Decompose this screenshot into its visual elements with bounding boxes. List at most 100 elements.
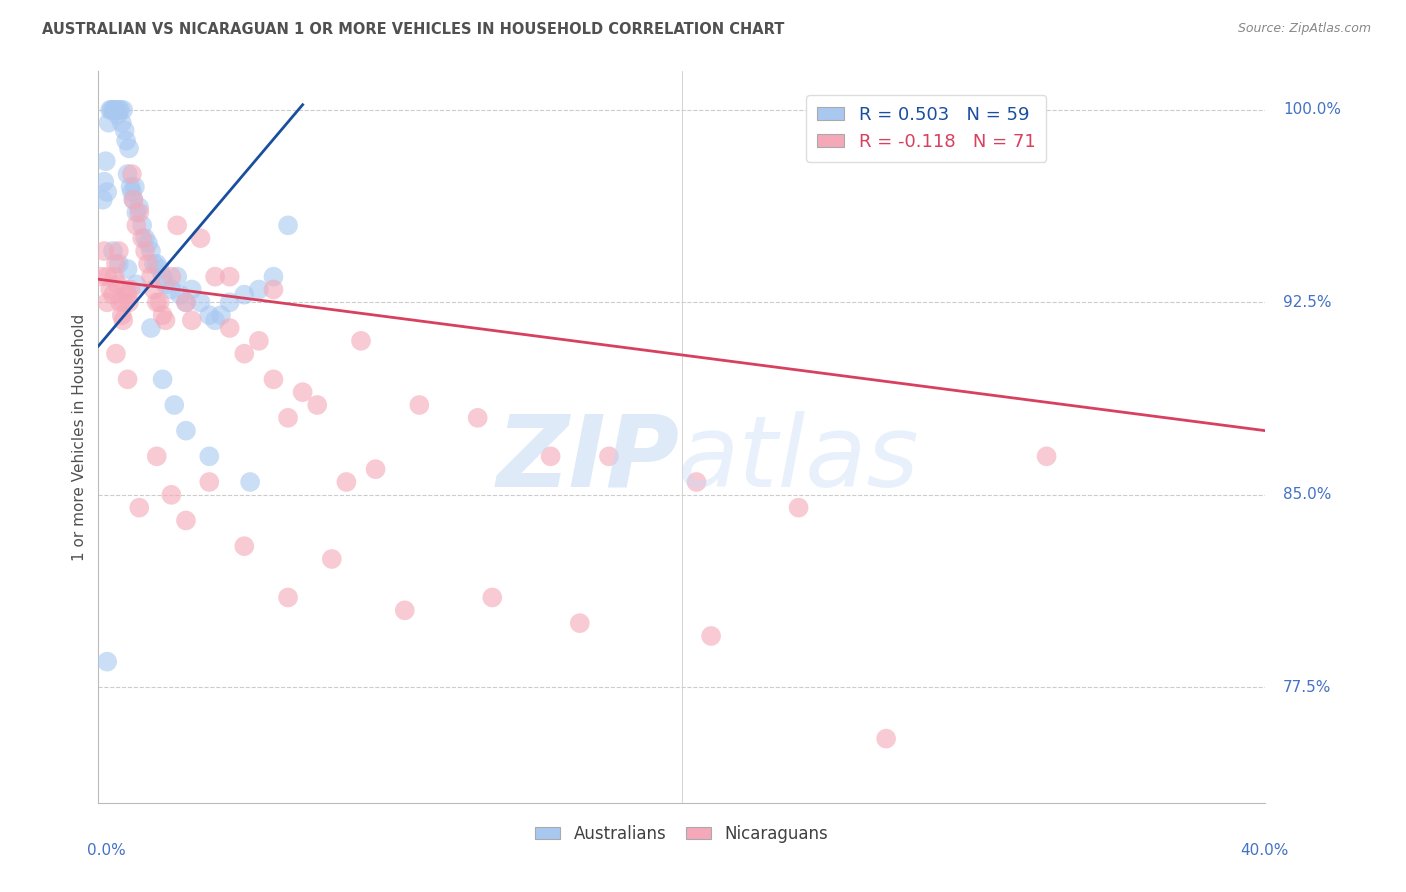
Point [136, 257, 159, 271]
Point [121, 185, 143, 199]
Point [247, 334, 270, 348]
Point [180, 313, 202, 327]
Point [598, 450, 620, 464]
Point [190, 231, 212, 245]
Point [277, 410, 299, 425]
Point [568, 616, 591, 631]
Point [198, 450, 221, 464]
Text: 40.0%: 40.0% [1240, 843, 1289, 858]
Point [101, 287, 124, 301]
Point [128, 500, 150, 515]
Y-axis label: 1 or more Vehicles in Household: 1 or more Vehicles in Household [72, 313, 87, 561]
Point [180, 283, 202, 297]
Point [96, 655, 118, 669]
Text: atlas: atlas [678, 410, 920, 508]
Point [125, 277, 148, 292]
Point [111, 116, 134, 130]
Point [160, 283, 183, 297]
Point [93, 175, 115, 189]
Point [125, 219, 148, 233]
Point [263, 283, 285, 297]
Point [115, 283, 138, 297]
Point [146, 295, 169, 310]
Point [233, 346, 256, 360]
Point [291, 385, 314, 400]
Point [117, 372, 139, 386]
Point [101, 103, 124, 117]
Point [98, 103, 121, 117]
Point [118, 295, 141, 310]
Point [91, 193, 114, 207]
Point [263, 269, 285, 284]
Point [174, 424, 197, 438]
Point [540, 450, 562, 464]
Point [139, 269, 162, 284]
Point [160, 488, 183, 502]
Point [155, 313, 177, 327]
Text: AUSTRALIAN VS NICARAGUAN 1 OR MORE VEHICLES IN HOUSEHOLD CORRELATION CHART: AUSTRALIAN VS NICARAGUAN 1 OR MORE VEHIC… [42, 22, 785, 37]
Point [146, 257, 169, 271]
Point [174, 295, 197, 310]
Point [408, 398, 430, 412]
Text: 92.5%: 92.5% [1282, 295, 1331, 310]
Point [335, 475, 357, 489]
Point [125, 205, 148, 219]
Point [131, 231, 153, 245]
Legend: Australians, Nicaraguans: Australians, Nicaraguans [529, 818, 835, 849]
Point [152, 372, 174, 386]
Point [149, 295, 172, 310]
Point [134, 231, 156, 245]
Point [277, 219, 299, 233]
Point [149, 262, 172, 277]
Point [121, 167, 143, 181]
Point [218, 269, 240, 284]
Point [124, 179, 146, 194]
Point [875, 731, 897, 746]
Point [481, 591, 503, 605]
Point [198, 308, 221, 322]
Point [108, 257, 131, 271]
Point [152, 308, 174, 322]
Point [204, 313, 226, 327]
Point [394, 603, 416, 617]
Point [94, 154, 117, 169]
Point [239, 475, 262, 489]
Point [100, 103, 122, 117]
Point [263, 372, 285, 386]
Point [111, 308, 134, 322]
Point [98, 283, 121, 297]
Point [122, 193, 145, 207]
Point [90, 269, 112, 284]
Point [110, 295, 132, 310]
Point [198, 475, 221, 489]
Point [190, 295, 212, 310]
Point [128, 200, 150, 214]
Point [134, 244, 156, 258]
Point [131, 219, 153, 233]
Point [96, 269, 118, 284]
Point [136, 236, 159, 251]
Point [139, 244, 162, 258]
Point [114, 295, 136, 310]
Point [103, 103, 125, 117]
Point [160, 269, 183, 284]
Point [93, 244, 115, 258]
Point [233, 287, 256, 301]
Point [174, 514, 197, 528]
Point [307, 398, 329, 412]
Point [218, 321, 240, 335]
Point [118, 141, 141, 155]
Text: Source: ZipAtlas.com: Source: ZipAtlas.com [1237, 22, 1371, 36]
Point [108, 244, 131, 258]
Point [685, 475, 707, 489]
Point [700, 629, 723, 643]
Point [96, 185, 118, 199]
Point [467, 410, 489, 425]
Text: 85.0%: 85.0% [1282, 487, 1331, 502]
Text: 0.0%: 0.0% [87, 843, 125, 858]
Point [1035, 450, 1057, 464]
Text: 100.0%: 100.0% [1282, 103, 1341, 118]
Point [96, 295, 118, 310]
Point [204, 269, 226, 284]
Point [115, 134, 138, 148]
